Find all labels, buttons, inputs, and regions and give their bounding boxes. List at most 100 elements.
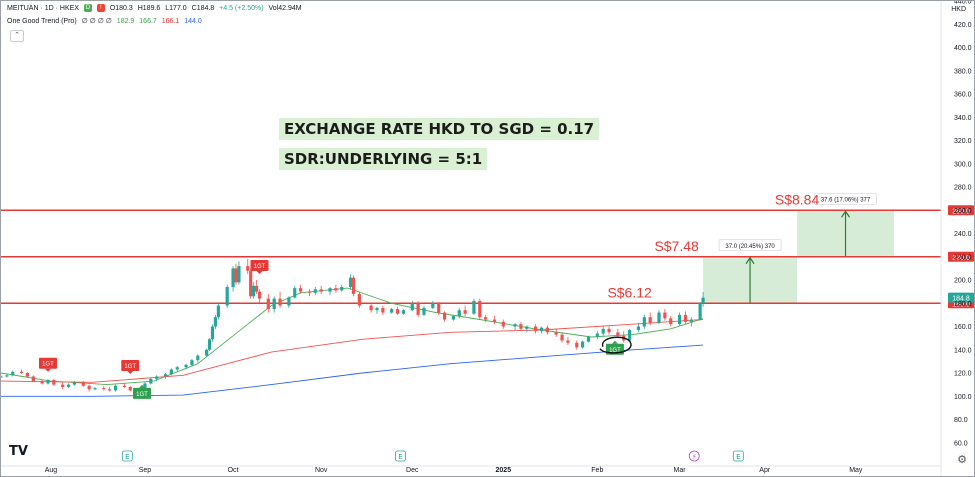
x-tick-label: Oct [228, 467, 239, 474]
y-tick-label: 260.0 [954, 208, 972, 215]
alert-badge[interactable]: ! [96, 4, 105, 12]
delayed-badge[interactable]: D [83, 4, 92, 12]
candle-body [143, 383, 147, 390]
ma-line-slow [1, 344, 704, 397]
y-tick-label: 420.0 [954, 22, 972, 29]
candle-body [340, 286, 344, 291]
candle-body [278, 298, 282, 306]
y-tick-label: 140.0 [954, 347, 972, 354]
candle-body [319, 289, 323, 292]
candle-body [642, 317, 646, 327]
y-tick-label: 100.0 [954, 394, 972, 401]
measure-label: 37.6 (17.06%) 377 [821, 197, 871, 203]
symbol-title[interactable]: MEITUAN · 1D · HKEX [7, 4, 79, 12]
candle-body [472, 300, 476, 314]
candle-body [46, 379, 50, 384]
candle-body [410, 303, 414, 311]
current-price-tag [948, 292, 974, 303]
signal-pointer [127, 371, 134, 375]
candle-body [348, 277, 353, 287]
candle-body [381, 307, 385, 313]
level-annotation: S$7.48 [654, 238, 699, 254]
candle-body [581, 341, 585, 348]
candle-body [175, 367, 179, 370]
y-tick-label: 280.0 [954, 185, 972, 192]
y-tick-label: 220.0 [954, 254, 972, 261]
candle-body [416, 303, 420, 315]
level-price-label: 180.0 [952, 301, 970, 308]
candle-body [257, 291, 262, 299]
currency-label: HKD [951, 6, 966, 13]
indicator-name: One Good Trend (Pro) [7, 18, 77, 25]
candle-body [628, 329, 632, 341]
candle-body [11, 371, 15, 376]
event-marker [395, 450, 406, 462]
candle-body [683, 314, 688, 322]
level-price-tag [948, 205, 974, 216]
collapse-legend-button[interactable]: ⌃ [10, 30, 24, 42]
indicator-value-1: 182.9 [116, 18, 135, 25]
candle-body [205, 349, 209, 356]
candle-body [669, 318, 673, 325]
x-tick-label: Feb [591, 467, 603, 474]
measure-arrowhead [841, 210, 851, 218]
y-tick-label: 380.0 [954, 68, 972, 75]
candle-body [113, 385, 118, 391]
x-tick-label: Dec [406, 467, 419, 474]
candle-body [351, 277, 356, 294]
candle-body [31, 376, 35, 382]
candle-body [657, 312, 661, 324]
candle-body [313, 289, 317, 293]
candle-body [169, 369, 173, 375]
indicator-symbols: ∅ ∅ ∅ ∅ [81, 18, 112, 25]
candle-body [293, 288, 297, 298]
event-label: ⚡ [692, 453, 697, 461]
signal-pointer [139, 384, 145, 388]
candle-body [636, 326, 641, 330]
candle-body [87, 385, 91, 390]
x-tick-label: Mar [674, 467, 687, 474]
gear-icon[interactable]: ⚙ [957, 454, 967, 466]
signal-label: 1GT [254, 264, 266, 270]
candle-body [1, 376, 3, 378]
candle-body [595, 333, 599, 337]
candle-body [246, 266, 250, 271]
candle-body [25, 373, 30, 377]
level-price-tag [948, 251, 974, 262]
candle-body [266, 298, 270, 310]
candle-body [231, 268, 235, 287]
event-label: E [736, 453, 740, 461]
indicator-value-3: 166.1 [161, 18, 180, 25]
measure-label-box [814, 192, 877, 205]
signal-badge [39, 357, 57, 369]
x-tick-label: Aug [45, 467, 58, 474]
candle-body [539, 327, 544, 332]
x-tick-label: Nov [315, 467, 328, 474]
candle-body [207, 339, 212, 350]
candle-body [534, 326, 538, 332]
candle-body [252, 285, 256, 297]
signal-pointer [611, 340, 618, 344]
candle-body [213, 317, 218, 327]
y-tick-label: 180.0 [954, 301, 972, 308]
candle-body [334, 288, 338, 291]
ohlc-change: +4.5 (+2.50%) [219, 4, 264, 12]
candle-body [457, 310, 461, 317]
candle-body [61, 384, 65, 387]
level-annotation: S$6.12 [607, 284, 652, 300]
ohlc-high: H189.6 [137, 4, 161, 12]
candle-body [369, 305, 373, 311]
candle-body [401, 310, 406, 314]
tradingview-logo[interactable]: TV [9, 444, 28, 459]
y-tick-label: 160.0 [954, 324, 972, 331]
candle-body [163, 374, 168, 377]
indicator-legend[interactable]: One Good Trend (Pro) ∅ ∅ ∅ ∅ 182.9 166.7… [7, 17, 205, 25]
signal-badge [133, 387, 151, 399]
candle-body [19, 371, 24, 373]
signal-label: 1GT [609, 348, 621, 354]
candle-body [307, 291, 312, 293]
level-annotation: S$8.84 [775, 191, 820, 207]
event-label: E [398, 453, 402, 461]
